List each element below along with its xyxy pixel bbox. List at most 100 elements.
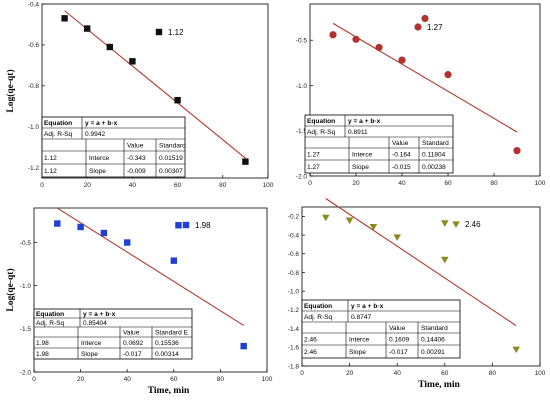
- y-tick-label: -1.6: [288, 345, 300, 352]
- y-tick-label: -0.4: [28, 1, 40, 8]
- stats-table-cell: 0.00314: [155, 351, 179, 358]
- data-point: [329, 31, 337, 39]
- stats-table-header: Standard E: [155, 329, 189, 336]
- y-tick-label: -0.6: [28, 42, 40, 49]
- stats-table-cell: Interce: [349, 336, 369, 343]
- data-point: [421, 14, 429, 23]
- data-point: [352, 35, 360, 43]
- plot-frame: [301, 206, 541, 367]
- stats-table-cell: 2.46: [304, 349, 317, 356]
- data-point: [100, 229, 108, 237]
- fit-line: [325, 198, 517, 327]
- data-point: [124, 239, 131, 246]
- legend-marker: [155, 28, 163, 36]
- fit-line: [57, 207, 244, 326]
- stats-table-header: Standard: [422, 140, 449, 147]
- data-point: [54, 220, 61, 227]
- data-point: [513, 147, 521, 155]
- y-tick-label: -1.5: [296, 128, 308, 135]
- equation-label: Equation: [304, 303, 332, 310]
- x-axis-label: Time, min: [148, 386, 190, 396]
- rsq-value: 0.85404: [83, 320, 107, 327]
- stats-table-cell: -0.009: [127, 168, 146, 175]
- x-axis-label: Time, min: [418, 380, 460, 390]
- x-tick-label: 0: [40, 182, 44, 189]
- y-tick-label: -1.5: [20, 326, 32, 333]
- rsq-value: 0.8747: [351, 314, 372, 321]
- stats-table-cell: Slope: [352, 164, 369, 171]
- y-tick-label: -1.0: [28, 124, 40, 131]
- x-tick-label: 60: [444, 180, 452, 187]
- rsq-label: Adj. R-Sq: [307, 129, 336, 136]
- x-tick-label: 20: [77, 376, 85, 383]
- y-tick-label: -0.5: [20, 240, 32, 247]
- y-tick-label: -0.6: [288, 251, 300, 258]
- stats-table: Equation y = a + b·x Adj. R-Sq 0.8747 Value S…: [301, 299, 461, 359]
- data-point: [512, 346, 520, 354]
- stats-table-cell: Interce: [89, 155, 109, 162]
- data-point: [345, 217, 354, 225]
- stats-table-cell: 1.27: [307, 164, 320, 171]
- data-point: [106, 43, 113, 51]
- data-point: [61, 15, 68, 22]
- stats-table-cell: 0.00307: [159, 168, 183, 175]
- x-tick-label: 80: [489, 370, 497, 377]
- y-tick-label: -1.0: [296, 83, 308, 90]
- data-point: [129, 58, 136, 65]
- data-point: [393, 234, 401, 241]
- x-tick-label: 60: [174, 182, 182, 189]
- y-tick-label: -2.0: [296, 173, 308, 180]
- chart-panel-4: 0 20 40 60 80 100 -0.2 -0.4 -0.6 -0.8 -1.0 -1.2 -1.4…: [288, 198, 546, 390]
- rsq-label: Adj. R-Sq: [36, 320, 65, 327]
- fit-line: [64, 10, 246, 159]
- data-point: [369, 224, 378, 231]
- rsq-label: Adj. R-Sq: [44, 131, 73, 138]
- stats-table-cell: -0.164: [392, 151, 411, 158]
- data-point: [240, 342, 247, 350]
- fit-line: [332, 22, 518, 133]
- stats-table-cell: 1.12: [44, 168, 57, 175]
- stats-table-cell: -0.343: [127, 155, 146, 162]
- y-axis-label: Log(qe-qt): [5, 268, 16, 311]
- stats-table-header: Value: [389, 325, 406, 332]
- x-tick-label: 60: [441, 370, 449, 377]
- y-tick-label: -1.0: [288, 288, 300, 295]
- y-tick-label: -0.4: [288, 232, 300, 239]
- y-tick-label: -2.0: [20, 369, 32, 376]
- x-tick-label: 40: [124, 376, 132, 383]
- stats-table-cell: 1.27: [307, 151, 320, 158]
- equation-label: Equation: [307, 118, 335, 125]
- stats-table-cell: 1.98: [36, 340, 49, 347]
- data-point: [441, 220, 449, 227]
- stats-table-frame: [41, 116, 186, 178]
- legend-marker: [452, 221, 460, 228]
- stats-table-cell: 2.46: [304, 336, 317, 343]
- x-tick-label: 0: [300, 370, 304, 377]
- stats-table: Equation y = a + b·x Adj. R-Sq 0.8911 Value S…: [304, 114, 454, 174]
- y-tick-label: -0.8: [288, 270, 300, 277]
- legend-label: 1.12: [168, 28, 184, 37]
- stats-table-cell: Interce: [352, 151, 372, 158]
- stats-table-header: Standard: [421, 325, 448, 332]
- stats-table: Equation y = a + b·x Adj. R-Sq 0.85404 Value…: [33, 308, 193, 360]
- equation-value: y = a + b·x: [351, 303, 384, 310]
- data-point: [441, 256, 449, 264]
- stats-table-frame: [304, 114, 454, 174]
- data-point: [77, 223, 84, 231]
- y-tick-label: -1.8: [288, 363, 300, 370]
- equation-label: Equation: [44, 120, 72, 127]
- stats-table-cell: 0.0692: [123, 340, 144, 347]
- stats-table-cell: 0.15536: [155, 340, 179, 347]
- x-tick-label: 100: [535, 180, 546, 187]
- x-tick-label: 100: [262, 376, 273, 383]
- legend-label: 2.46: [465, 220, 481, 229]
- x-tick-label: 80: [490, 180, 498, 187]
- stats-table-cell: Slope: [349, 349, 366, 356]
- x-tick-label: 40: [129, 182, 137, 189]
- data-point: [444, 71, 452, 79]
- chart-panel-2: 0 20 40 60 80 100-0.5-1.0-1.5-2.01.27Equation…: [296, 3, 546, 187]
- legend-marker: [414, 23, 422, 31]
- x-tick-label: 100: [535, 370, 546, 377]
- data-point: [175, 222, 182, 229]
- stats-table-cell: Interce: [81, 340, 101, 347]
